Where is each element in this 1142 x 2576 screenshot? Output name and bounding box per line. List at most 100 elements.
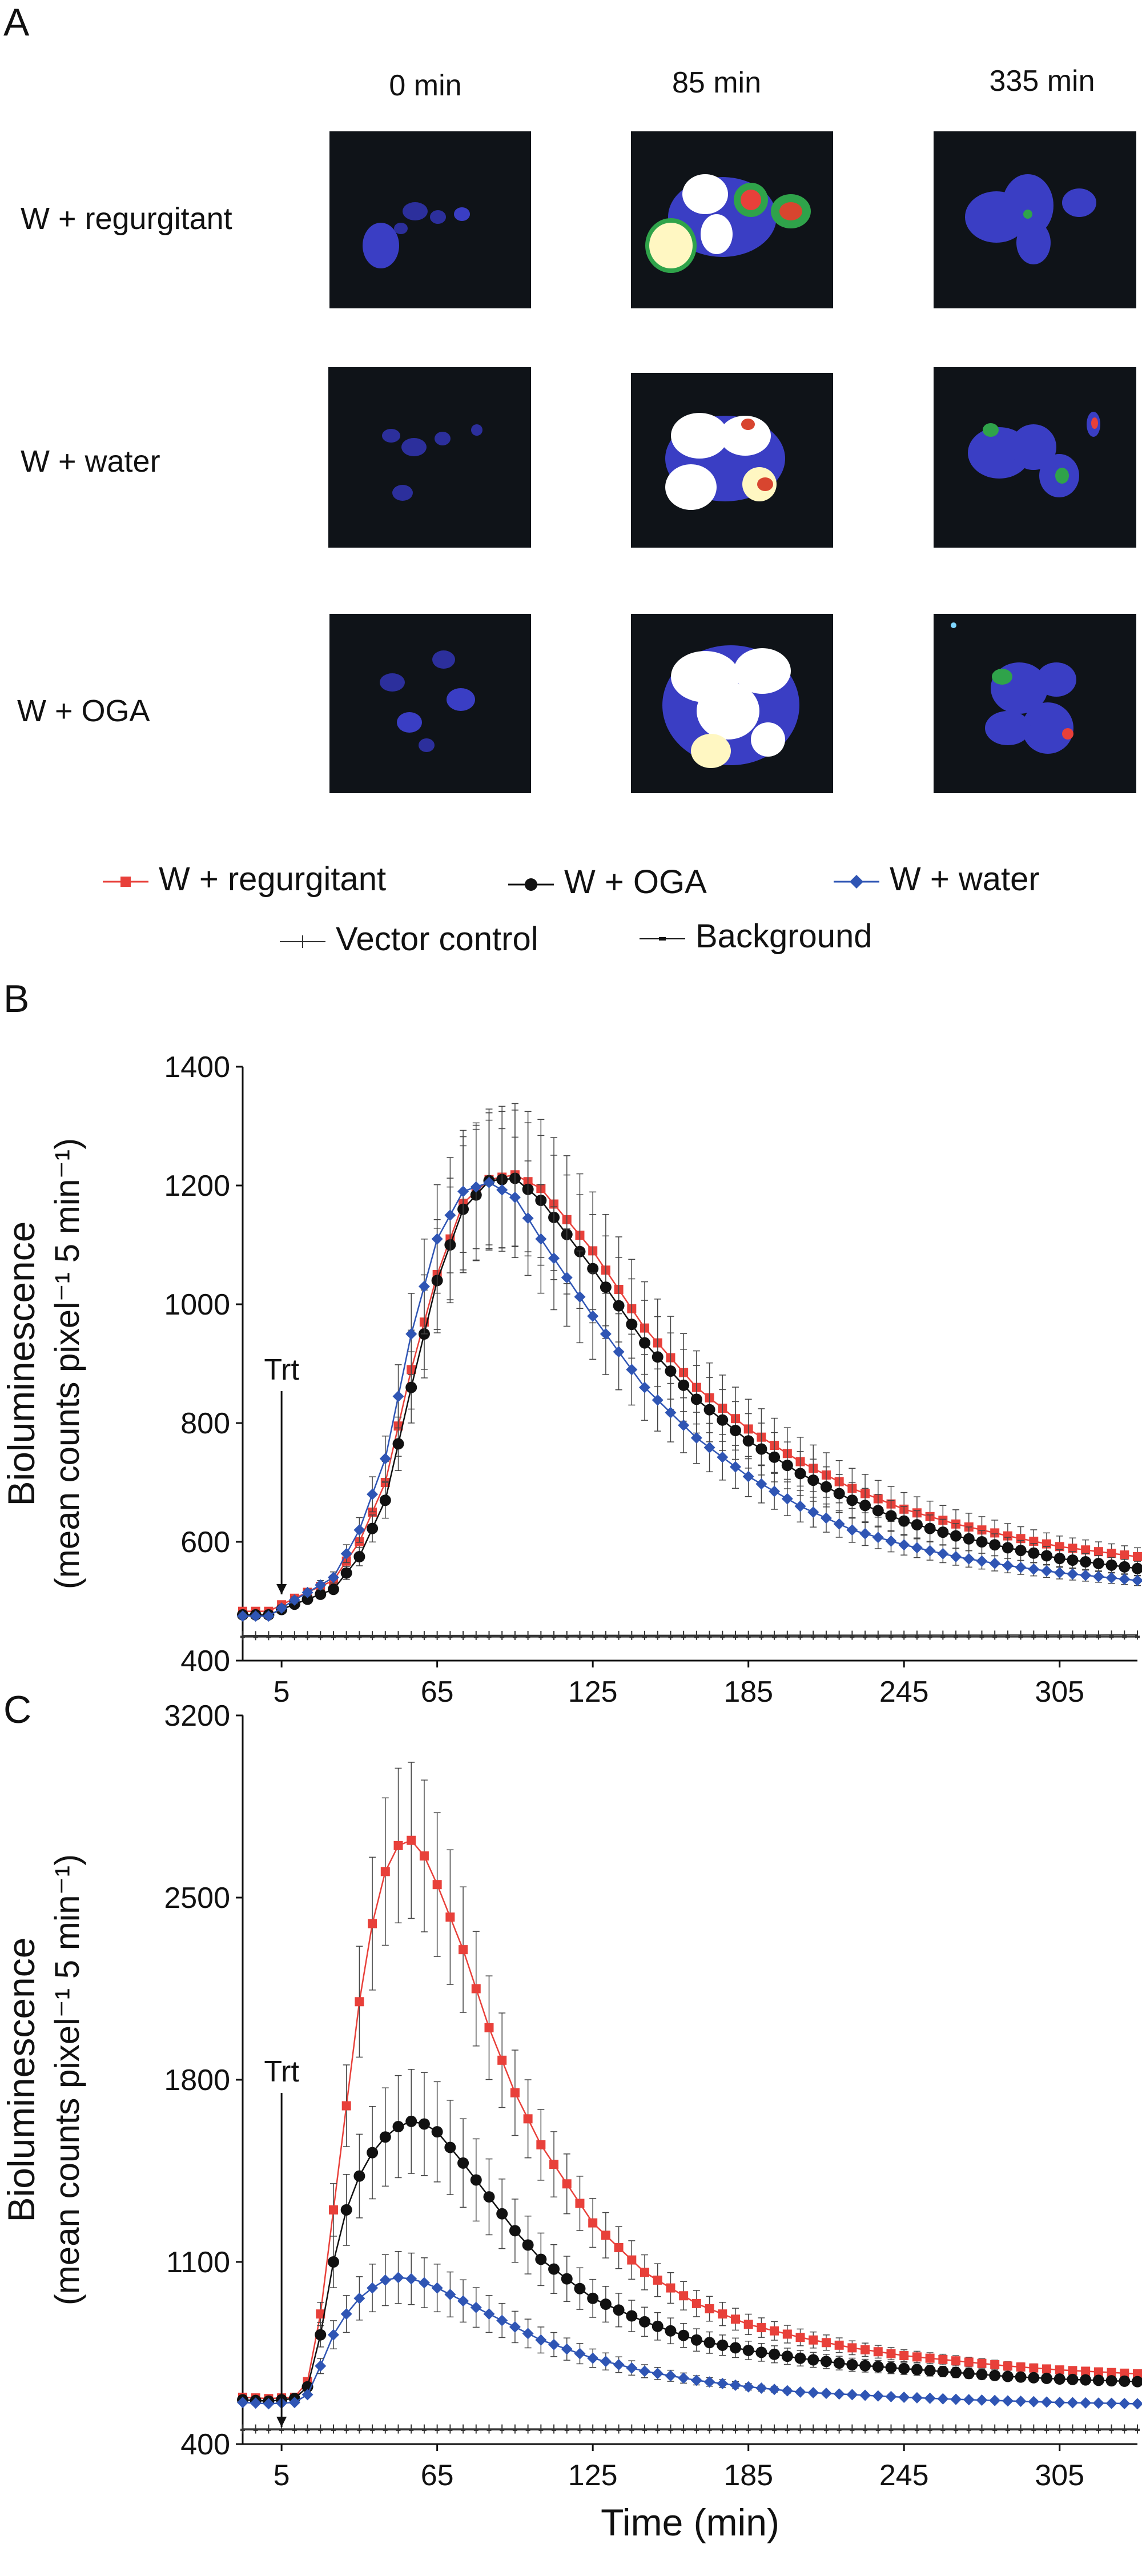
data-point (548, 1252, 560, 1264)
data-point (340, 2204, 352, 2216)
data-point (911, 2392, 923, 2404)
data-point (392, 2272, 404, 2284)
data-point (600, 2298, 612, 2310)
data-point (419, 1851, 429, 1861)
legend-marker-square-icon (103, 876, 148, 887)
data-point (794, 2352, 806, 2364)
data-point (613, 1346, 625, 1358)
data-point (717, 2378, 729, 2390)
data-point (924, 2365, 936, 2377)
data-point (574, 2348, 586, 2360)
data-point (925, 2353, 935, 2363)
data-point (457, 1185, 469, 1197)
data-point (1120, 2368, 1129, 2378)
data-point (276, 1602, 288, 1614)
data-point (288, 2397, 300, 2409)
data-point (1107, 1549, 1116, 1558)
data-point (640, 2268, 650, 2277)
data-point (652, 1394, 664, 1406)
data-point (1092, 1570, 1104, 1582)
y-tick-label: 600 (180, 1526, 230, 1559)
data-point (769, 1485, 781, 1497)
data-point (678, 1379, 690, 1391)
data-point (575, 2199, 585, 2208)
data-point (653, 2275, 662, 2285)
x-tick-label: 125 (568, 1675, 618, 1709)
data-point (250, 2397, 262, 2409)
x-axis-label: Time (min) (601, 2501, 779, 2543)
data-point (263, 1610, 275, 1622)
data-point (729, 2342, 741, 2354)
data-point (574, 2282, 586, 2294)
treatment-arrow-head (276, 1584, 287, 1594)
data-point (690, 1432, 702, 1444)
data-point (1067, 1568, 1079, 1580)
x-tick-label: 65 (421, 2459, 454, 2492)
data-point (626, 1364, 638, 1376)
data-point (353, 2170, 365, 2182)
data-point (340, 1567, 352, 1579)
series-line (243, 1174, 1138, 1612)
data-point (717, 2339, 729, 2351)
data-point (846, 2389, 858, 2401)
data-point (536, 2140, 546, 2149)
data-point (977, 1525, 987, 1535)
data-point (470, 2301, 482, 2313)
data-point (1028, 1547, 1040, 1559)
data-point (1015, 2396, 1027, 2408)
data-point (1068, 2366, 1077, 2376)
data-point (470, 2174, 482, 2186)
data-point (911, 1542, 923, 1554)
data-point (523, 2114, 533, 2124)
data-point (781, 1493, 793, 1505)
data-point (496, 2208, 508, 2220)
data-point (379, 2274, 391, 2286)
legend-item-regurgitant: W + regurgitant (103, 862, 386, 897)
legend-item-background: Background (640, 919, 872, 954)
data-point (1119, 2397, 1131, 2409)
data-point (1092, 2397, 1104, 2409)
data-point (833, 2388, 845, 2400)
data-point (742, 2381, 754, 2393)
data-point (535, 2334, 547, 2346)
data-point (833, 1518, 845, 1530)
data-point (820, 2356, 832, 2368)
data-point (1041, 1565, 1053, 1577)
data-point (729, 1425, 741, 1436)
data-point (1053, 2373, 1065, 2385)
data-point (781, 1460, 793, 1472)
data-point (717, 1414, 729, 1426)
row-label-oga: W + OGA (17, 694, 150, 728)
data-point (341, 2101, 351, 2111)
data-point (316, 2309, 325, 2319)
data-point (392, 2121, 404, 2133)
data-point (807, 2354, 819, 2366)
data-point (614, 2243, 624, 2252)
data-point (781, 2385, 793, 2397)
data-point (977, 2358, 987, 2368)
column-label-0min: 0 min (389, 69, 462, 102)
data-point (522, 2328, 534, 2340)
data-point (355, 1997, 364, 2007)
data-point (353, 1551, 365, 1562)
seedling-image-regurgitant-335min (934, 131, 1136, 308)
data-point (859, 1528, 871, 1540)
data-point (665, 1365, 677, 1377)
data-point (561, 2273, 573, 2285)
series-line (242, 1839, 1138, 2400)
data-point (483, 1176, 495, 1188)
treatment-label: Trt (264, 1353, 299, 1387)
data-point (690, 2374, 702, 2386)
data-point (1105, 2397, 1117, 2409)
data-point (690, 2334, 702, 2346)
y-axis-label: Bioluminescence (0, 1221, 42, 1506)
data-point (899, 2351, 909, 2361)
data-point (794, 1500, 806, 1512)
y-tick-label: 1800 (164, 2064, 230, 2097)
data-point (509, 2321, 521, 2333)
data-point (950, 1551, 962, 1562)
data-point (937, 1526, 949, 1538)
series-w-oga (237, 2069, 1142, 2407)
data-point (1016, 1534, 1026, 1544)
data-point (444, 2141, 456, 2153)
